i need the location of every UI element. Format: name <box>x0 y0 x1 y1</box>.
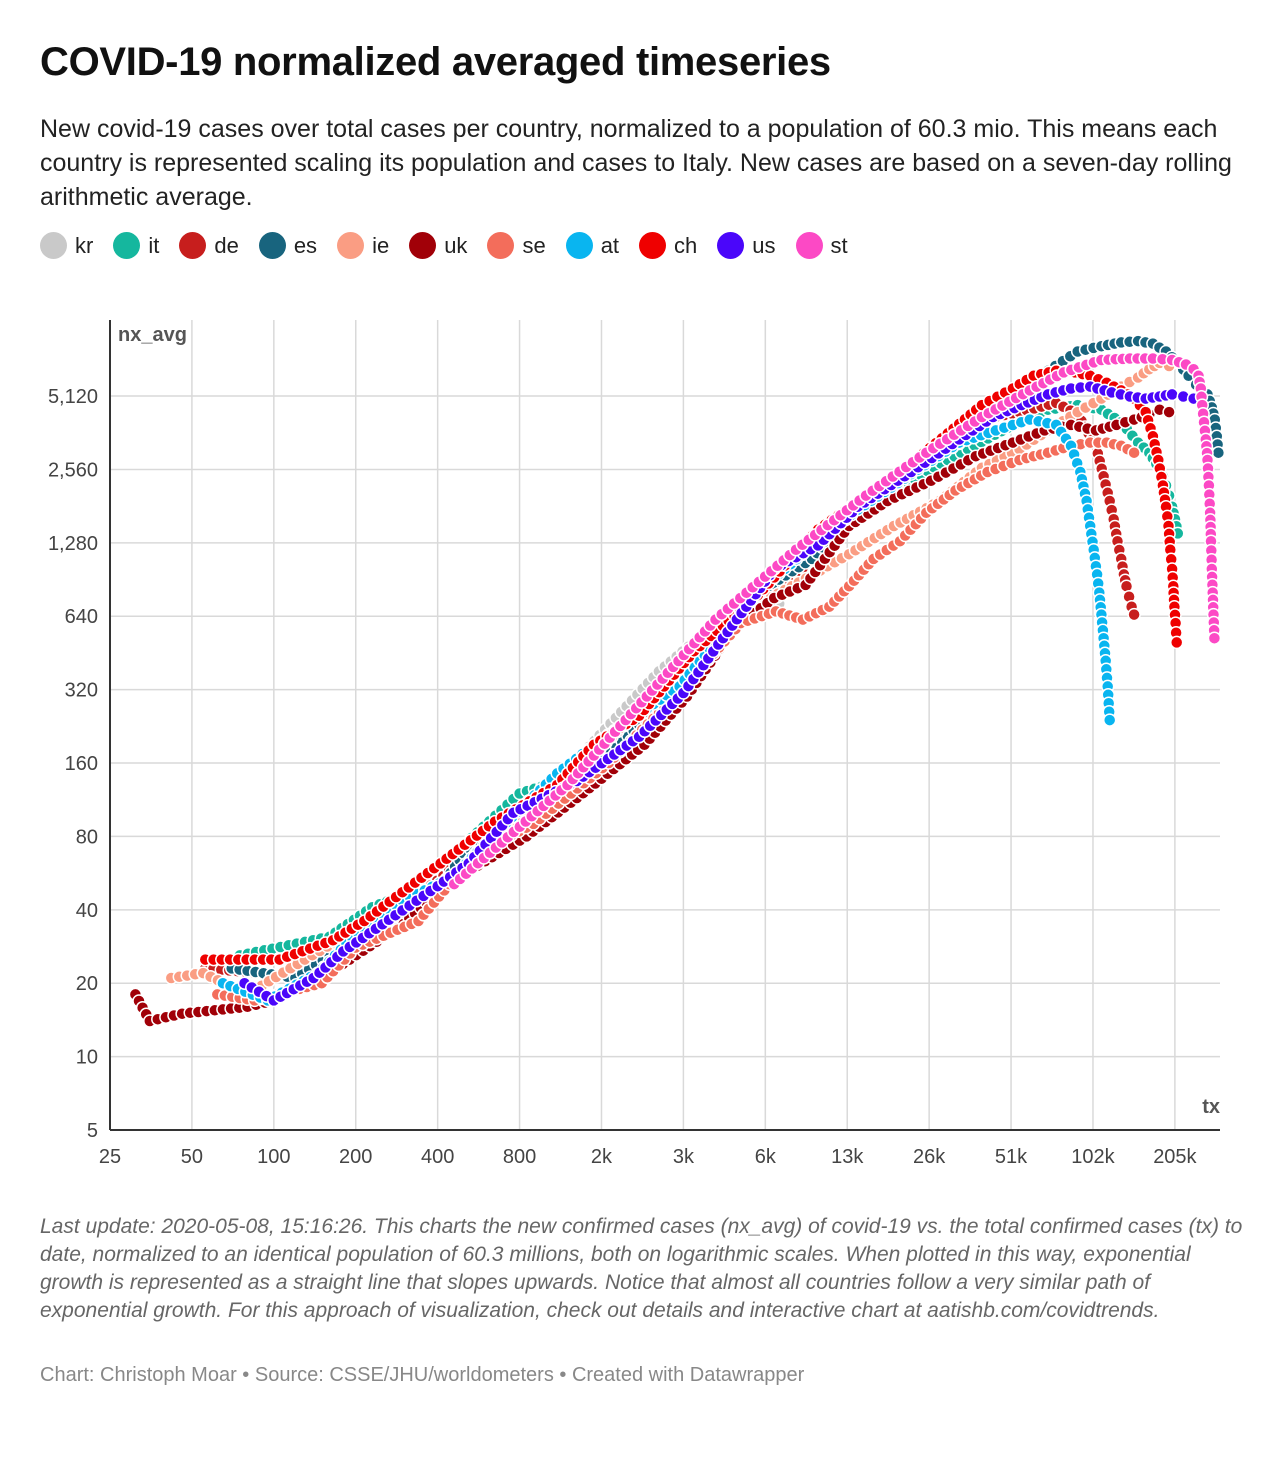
legend-label: st <box>830 232 848 258</box>
x-tick-label: 800 <box>503 1146 536 1168</box>
series-st <box>447 351 1222 891</box>
y-tick-label: 160 <box>65 753 98 775</box>
scatter-chart: 5 10 20 40 80 160 320 640 1,280 2,560 5,120 25 50 100… <box>48 320 1226 1168</box>
legend-swatch <box>40 232 67 259</box>
data-point-de[interactable] <box>1127 607 1141 622</box>
data-point-es[interactable] <box>1211 445 1226 460</box>
credit-line: Chart: Christoph Moar • Source: CSSE/JHU… <box>40 1364 805 1386</box>
y-tick-label: 80 <box>76 826 98 848</box>
x-tick-label: 102k <box>1071 1146 1115 1168</box>
legend-item-it: it <box>113 232 159 259</box>
y-tick-label: 320 <box>65 680 98 702</box>
legend-item-uk: uk <box>409 232 467 259</box>
data-point-se[interactable] <box>1127 445 1141 460</box>
x-tick-label: 3k <box>673 1146 695 1168</box>
legend-item-de: de <box>179 232 239 259</box>
legend-label: de <box>214 232 239 258</box>
x-tick-label: 50 <box>181 1146 203 1168</box>
legend-swatch <box>258 232 286 259</box>
legend-item-ch: ch <box>639 232 697 259</box>
legend-swatch <box>487 232 515 259</box>
legend-label: at <box>600 232 620 258</box>
x-tick-label: 100 <box>257 1146 290 1168</box>
legend-label: it <box>148 232 160 258</box>
legend-item-ie: ie <box>337 232 389 259</box>
legend-item-st: st <box>795 232 848 259</box>
series-it <box>233 398 1185 963</box>
data-point-at[interactable] <box>1102 713 1117 727</box>
legend-label: us <box>752 232 776 258</box>
chart-subtitle: New covid-19 cases over total cases per … <box>40 115 1232 211</box>
legend-swatch <box>179 232 207 259</box>
x-tick-label: 25 <box>99 1146 121 1168</box>
y-axis-title: nx_avg <box>118 324 187 346</box>
y-tick-label: 40 <box>76 900 98 922</box>
x-tick-label: 51k <box>995 1146 1028 1168</box>
legend-label: uk <box>444 232 468 258</box>
legend-item-kr: kr <box>40 232 93 259</box>
data-point-st[interactable] <box>1207 631 1222 645</box>
x-tick-label: 6k <box>755 1146 777 1168</box>
data-point-us[interactable] <box>1165 387 1179 402</box>
x-tick-label: 400 <box>421 1146 454 1168</box>
y-tick-label: 20 <box>76 973 98 995</box>
y-tick-label: 640 <box>65 606 98 628</box>
legend-label: es <box>293 232 318 258</box>
y-tick-label: 5 <box>87 1120 98 1142</box>
series-es <box>224 334 1226 985</box>
legend-item-se: se <box>487 232 546 259</box>
x-tick-label: 13k <box>831 1146 864 1168</box>
footnote: Last update: 2020-05-08, 15:16:26. This … <box>40 1215 1243 1322</box>
legend-swatch <box>113 232 141 259</box>
legend-swatch <box>795 232 823 259</box>
axes: 5 10 20 40 80 160 320 640 1,280 2,560 5,120 25 50 100… <box>48 320 1220 1168</box>
y-tick-label: 5,120 <box>48 386 98 408</box>
y-tick-label: 10 <box>76 1047 98 1069</box>
legend-swatch <box>337 232 365 259</box>
legend-swatch <box>565 232 593 259</box>
x-tick-label: 200 <box>339 1146 372 1168</box>
legend-label: kr <box>75 232 94 258</box>
y-tick-label: 2,560 <box>48 459 98 481</box>
legend-label: ch <box>674 232 698 258</box>
legend: kr it de es ie uk se at ch us st <box>40 232 868 259</box>
legend-label: se <box>522 232 546 258</box>
legend-item-at: at <box>565 232 620 259</box>
x-tick-label: 2k <box>591 1146 613 1168</box>
data-point-uk[interactable] <box>1162 405 1176 419</box>
x-axis-title: tx <box>1202 1096 1220 1118</box>
legend-swatch <box>409 232 437 259</box>
legend-swatch <box>717 232 745 259</box>
chart-title: COVID-19 normalized averaged timeseries <box>40 40 831 84</box>
data-points <box>128 334 1226 1028</box>
legend-label: ie <box>372 232 390 258</box>
legend-item-us: us <box>717 232 776 259</box>
y-tick-label: 1,280 <box>48 533 98 555</box>
legend-item-es: es <box>258 232 318 259</box>
grid-lines <box>110 320 1220 1130</box>
x-tick-label: 205k <box>1153 1146 1197 1168</box>
data-point-ch[interactable] <box>1169 635 1184 650</box>
legend-swatch <box>639 232 667 259</box>
x-tick-label: 26k <box>913 1146 946 1168</box>
